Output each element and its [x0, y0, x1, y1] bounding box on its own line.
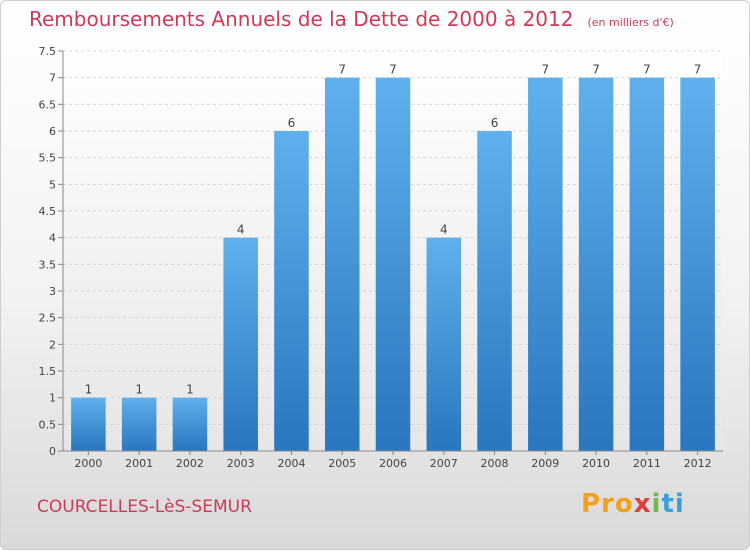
- chart-title-text: Remboursements Annuels de la Dette de 20…: [29, 7, 574, 31]
- data-label: 4: [440, 223, 448, 237]
- x-tick-label: 2003: [227, 457, 255, 470]
- y-tick-label: 2.5: [39, 312, 57, 325]
- x-tick-label: 2011: [633, 457, 661, 470]
- data-label: 7: [592, 63, 600, 77]
- x-tick-label: 2006: [379, 457, 407, 470]
- bar: [71, 397, 106, 451]
- y-tick-label: 5.5: [39, 152, 57, 165]
- x-tick-label: 2012: [684, 457, 712, 470]
- brand-logo: Proxiti: [581, 489, 685, 519]
- x-tick-label: 2007: [430, 457, 458, 470]
- bar: [629, 77, 665, 452]
- y-tick-label: 0.5: [39, 418, 57, 431]
- x-tick-label: 2004: [277, 457, 305, 470]
- town-name: COURCELLES-LèS-SEMUR: [37, 497, 252, 517]
- y-tick-label: 0: [49, 445, 56, 458]
- brand-part-4: ti: [661, 489, 685, 519]
- y-tick-label: 6.5: [39, 98, 57, 111]
- bar: [172, 397, 208, 451]
- y-tick-label: 4: [49, 232, 56, 245]
- y-tick-label: 4.5: [39, 205, 57, 218]
- data-label: 1: [85, 383, 93, 397]
- y-tick-label: 6: [49, 125, 56, 138]
- bar: [375, 77, 411, 452]
- y-tick-label: 2: [49, 338, 56, 351]
- y-tick-label: 3.5: [39, 258, 57, 271]
- bar: [477, 131, 512, 451]
- bar: [324, 77, 360, 452]
- brand-part-1: Pro: [581, 489, 634, 519]
- data-label: 6: [491, 116, 499, 130]
- y-tick-label: 3: [49, 285, 56, 298]
- data-label: 7: [541, 63, 549, 77]
- data-label: 7: [643, 63, 651, 77]
- data-label: 1: [135, 383, 143, 397]
- data-label: 4: [237, 223, 245, 237]
- bar: [223, 237, 258, 451]
- y-tick-label: 1: [49, 392, 56, 405]
- x-tick-label: 2000: [74, 457, 102, 470]
- bar: [578, 77, 614, 452]
- x-tick-label: 2005: [328, 457, 356, 470]
- y-tick-label: 7.5: [39, 45, 57, 58]
- chart-unit: (en milliers d'€): [587, 16, 674, 29]
- bar: [121, 397, 157, 451]
- bar: [528, 77, 563, 452]
- brand-part-2: x: [633, 489, 652, 519]
- x-axis-labels: 2000 2001 2002 2003 2004 2005 2006 2007 2008 2009…: [74, 451, 712, 470]
- y-tick-label: 5: [49, 178, 56, 191]
- bar: [426, 237, 462, 451]
- brand-part-3: i: [651, 489, 662, 519]
- y-tick-label: 7: [49, 72, 56, 85]
- data-label: 1: [186, 383, 194, 397]
- x-tick-label: 2009: [531, 457, 559, 470]
- x-tick-label: 2008: [481, 457, 509, 470]
- data-label: 7: [338, 63, 346, 77]
- data-label: 7: [389, 63, 397, 77]
- x-tick-label: 2010: [582, 457, 610, 470]
- data-label: 7: [694, 63, 702, 77]
- x-tick-label: 2002: [176, 457, 204, 470]
- bars: 1 1 1 4 6 7 7 4 6 7 7 7 7: [71, 63, 715, 452]
- bar: [274, 131, 309, 451]
- chart-title: Remboursements Annuels de la Dette de 20…: [29, 7, 674, 31]
- y-axis-labels: 0 0.5 1 1.5 2 2.5 3 3.5 4 4.5 5 5.5 6 6.5 7 7.5: [39, 45, 57, 458]
- data-label: 6: [288, 116, 296, 130]
- x-tick-label: 2001: [125, 457, 153, 470]
- bar: [680, 77, 715, 452]
- y-tick-label: 1.5: [39, 365, 57, 378]
